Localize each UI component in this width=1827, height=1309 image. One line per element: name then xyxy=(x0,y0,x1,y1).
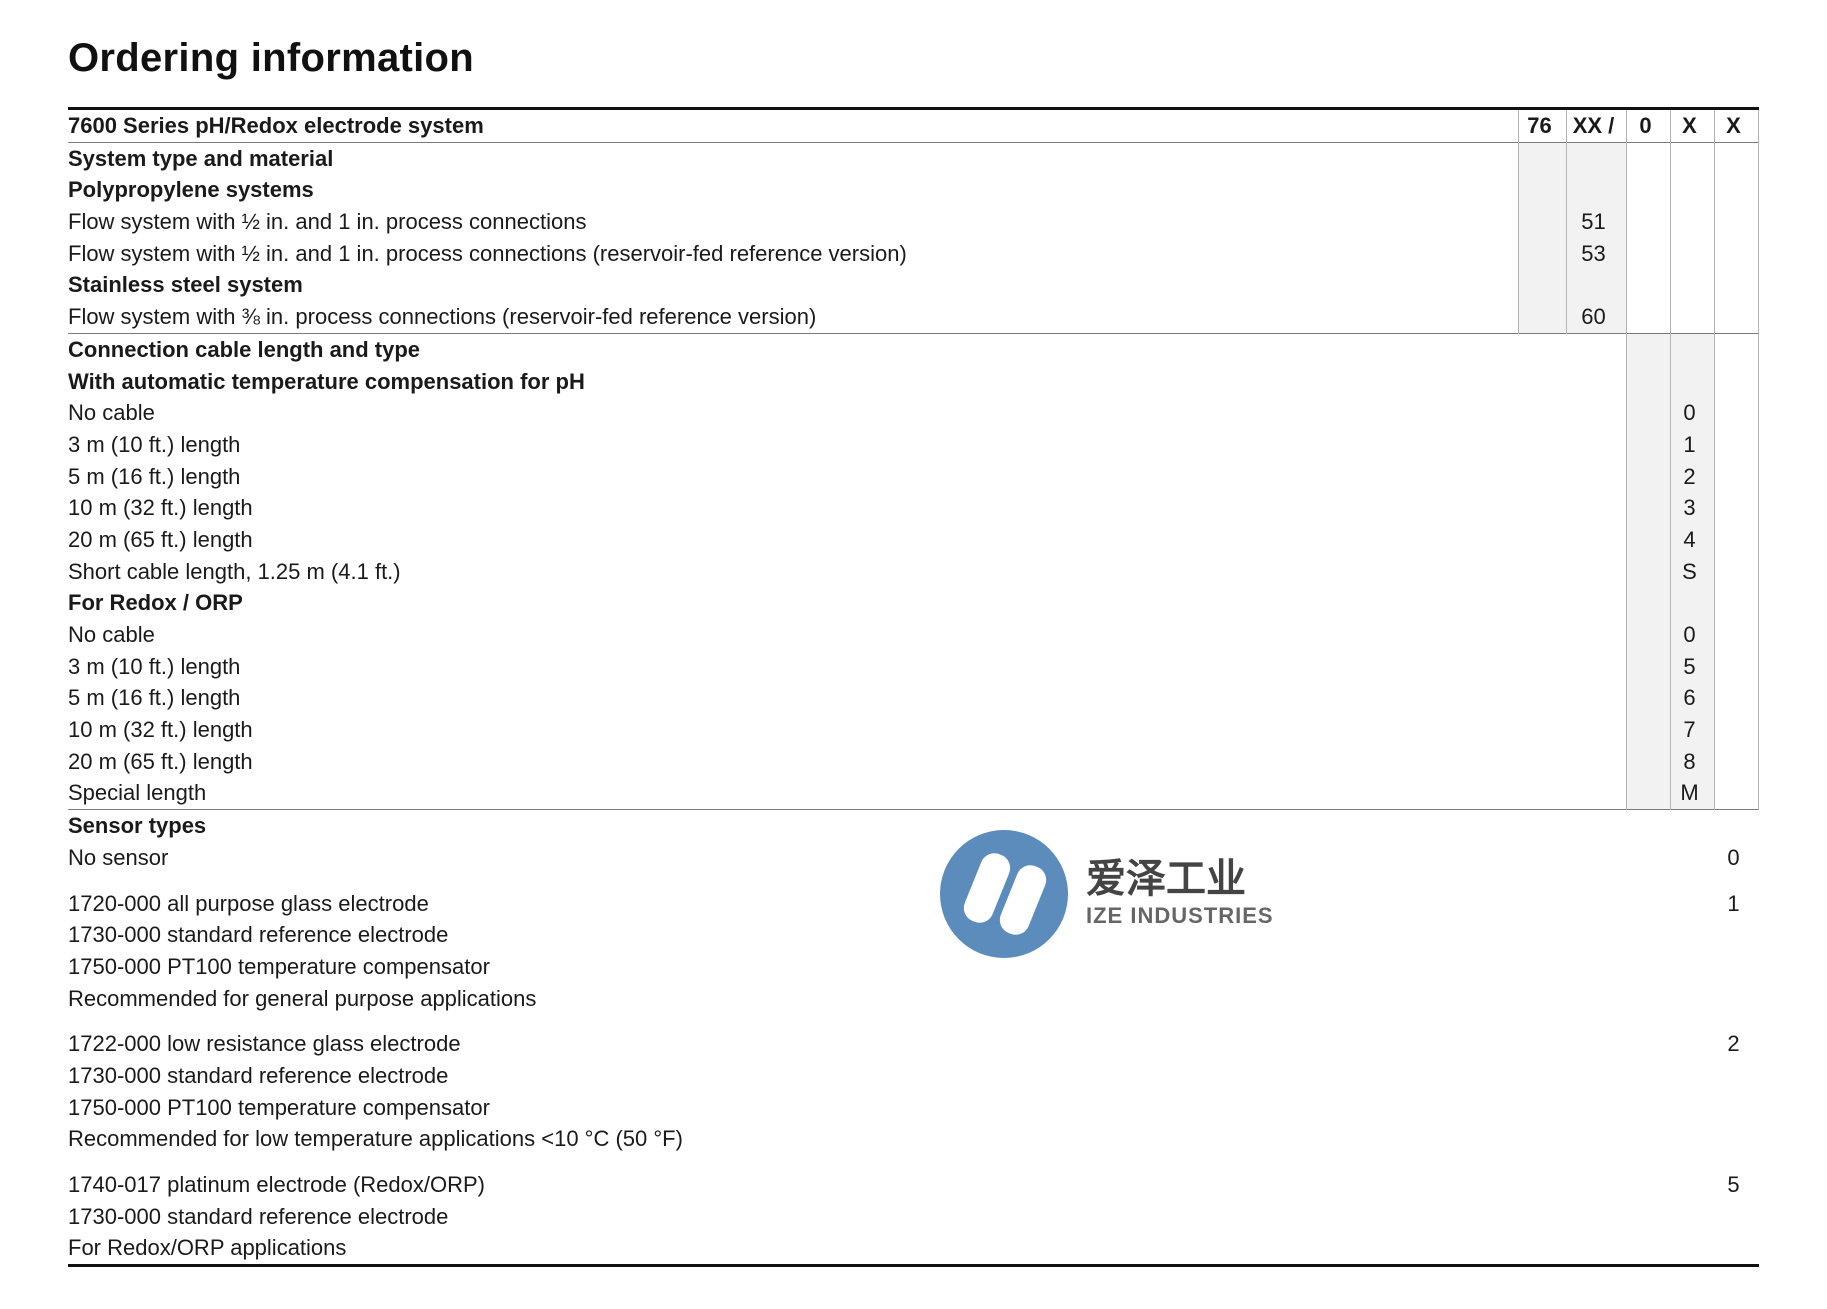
option-row: 10 m (32 ft.) length 7 xyxy=(68,714,1759,746)
sensor-line: Recommended for low temperature applicat… xyxy=(68,1123,1519,1155)
section-heading-row: Sensor types xyxy=(68,810,1759,842)
option-code: 5 xyxy=(1671,651,1715,683)
option-row: No cable 0 xyxy=(68,619,1759,651)
sensor-line: 1730-000 standard reference electrode xyxy=(68,919,1519,951)
sensor-group-row: 1730-000 standard reference electrode xyxy=(68,919,1759,951)
option-label: 20 m (65 ft.) length xyxy=(68,524,1519,556)
option-code: 0 xyxy=(1715,842,1759,874)
option-row: 20 m (65 ft.) length 8 xyxy=(68,746,1759,778)
option-label: 20 m (65 ft.) length xyxy=(68,746,1519,778)
option-label: 5 m (16 ft.) length xyxy=(68,682,1519,714)
sensor-group-row: 1740-017 platinum electrode (Redox/ORP) … xyxy=(68,1169,1759,1201)
option-row: Special length M xyxy=(68,777,1759,809)
sensor-line: 1730-000 standard reference electrode xyxy=(68,1201,1519,1233)
header-code-2: XX / xyxy=(1567,109,1627,143)
option-code: 0 xyxy=(1671,619,1715,651)
sensor-group-row: Recommended for general purpose applicat… xyxy=(68,983,1759,1015)
option-label: Flow system with ⅜ in. process connectio… xyxy=(68,301,1519,333)
option-label: 10 m (32 ft.) length xyxy=(68,714,1519,746)
option-code: 3 xyxy=(1671,492,1715,524)
header-code-3: 0 xyxy=(1627,109,1671,143)
option-row: 5 m (16 ft.) length 6 xyxy=(68,682,1759,714)
option-label: 5 m (16 ft.) length xyxy=(68,461,1519,493)
section1-sub1-heading: Polypropylene systems xyxy=(68,174,1519,206)
option-code: 51 xyxy=(1567,206,1627,238)
option-row: 20 m (65 ft.) length 4 xyxy=(68,524,1759,556)
option-row: Short cable length, 1.25 m (4.1 ft.) S xyxy=(68,556,1759,588)
option-row: Flow system with ½ in. and 1 in. process… xyxy=(68,206,1759,238)
ordering-table: 7600 Series pH/Redox electrode system 76… xyxy=(68,107,1759,1267)
header-code-1: 76 xyxy=(1519,109,1567,143)
sensor-group-row: 1730-000 standard reference electrode xyxy=(68,1060,1759,1092)
option-label: 3 m (10 ft.) length xyxy=(68,429,1519,461)
option-label: Flow system with ½ in. and 1 in. process… xyxy=(68,238,1519,270)
section-subheading-row: For Redox / ORP xyxy=(68,587,1759,619)
section-heading-row: System type and material xyxy=(68,142,1759,174)
option-label: Short cable length, 1.25 m (4.1 ft.) xyxy=(68,556,1519,588)
section-subheading-row: Polypropylene systems xyxy=(68,174,1759,206)
option-code: 5 xyxy=(1715,1169,1759,1201)
sensor-group-row: 1720-000 all purpose glass electrode 1 xyxy=(68,888,1759,920)
header-code-5: X xyxy=(1715,109,1759,143)
sensor-group-row: 1722-000 low resistance glass electrode … xyxy=(68,1028,1759,1060)
option-code: 1 xyxy=(1671,429,1715,461)
option-row: Flow system with ⅜ in. process connectio… xyxy=(68,301,1759,333)
sensor-group-row: 1750-000 PT100 temperature compensator xyxy=(68,951,1759,983)
section-subheading-row: With automatic temperature compensation … xyxy=(68,366,1759,398)
option-code: 2 xyxy=(1671,461,1715,493)
option-row: No sensor 0 xyxy=(68,842,1759,874)
option-row: Flow system with ½ in. and 1 in. process… xyxy=(68,238,1759,270)
sensor-line: 1722-000 low resistance glass electrode xyxy=(68,1028,1519,1060)
option-label: No sensor xyxy=(68,842,1519,874)
section2-subB-heading: For Redox / ORP xyxy=(68,587,1519,619)
option-code: 8 xyxy=(1671,746,1715,778)
option-code: 7 xyxy=(1671,714,1715,746)
section3-heading: Sensor types xyxy=(68,810,1519,842)
section2-heading: Connection cable length and type xyxy=(68,333,1519,365)
sensor-line: 1750-000 PT100 temperature compensator xyxy=(68,1092,1519,1124)
section1-heading: System type and material xyxy=(68,142,1519,174)
option-row: 3 m (10 ft.) length 1 xyxy=(68,429,1759,461)
header-label: 7600 Series pH/Redox electrode system xyxy=(68,109,1519,143)
option-code: 2 xyxy=(1715,1028,1759,1060)
table-header-row: 7600 Series pH/Redox electrode system 76… xyxy=(68,109,1759,143)
option-label: 10 m (32 ft.) length xyxy=(68,492,1519,524)
page-title: Ordering information xyxy=(68,36,1759,81)
sensor-group-row: Recommended for low temperature applicat… xyxy=(68,1123,1759,1155)
option-code: S xyxy=(1671,556,1715,588)
sensor-line: For Redox/ORP applications xyxy=(68,1232,1519,1265)
sensor-group-row: 1730-000 standard reference electrode xyxy=(68,1201,1759,1233)
option-label: Special length xyxy=(68,777,1519,809)
section-heading-row: Connection cable length and type xyxy=(68,333,1759,365)
option-code: 6 xyxy=(1671,682,1715,714)
sensor-line: 1720-000 all purpose glass electrode xyxy=(68,888,1519,920)
option-code: 53 xyxy=(1567,238,1627,270)
option-code: 60 xyxy=(1567,301,1627,333)
option-row: 5 m (16 ft.) length 2 xyxy=(68,461,1759,493)
sensor-line: 1750-000 PT100 temperature compensator xyxy=(68,951,1519,983)
option-code: 1 xyxy=(1715,888,1759,920)
sensor-group-row: 1750-000 PT100 temperature compensator xyxy=(68,1092,1759,1124)
option-label: No cable xyxy=(68,397,1519,429)
option-code: 0 xyxy=(1671,397,1715,429)
option-row: No cable 0 xyxy=(68,397,1759,429)
option-label: Flow system with ½ in. and 1 in. process… xyxy=(68,206,1519,238)
option-row: 3 m (10 ft.) length 5 xyxy=(68,651,1759,683)
sensor-line: Recommended for general purpose applicat… xyxy=(68,983,1519,1015)
sensor-line: 1740-017 platinum electrode (Redox/ORP) xyxy=(68,1169,1519,1201)
section-subheading-row: Stainless steel system xyxy=(68,269,1759,301)
option-label: 3 m (10 ft.) length xyxy=(68,651,1519,683)
option-code: M xyxy=(1671,777,1715,809)
header-code-4: X xyxy=(1671,109,1715,143)
sensor-group-row: For Redox/ORP applications xyxy=(68,1232,1759,1265)
option-row: 10 m (32 ft.) length 3 xyxy=(68,492,1759,524)
sensor-line: 1730-000 standard reference electrode xyxy=(68,1060,1519,1092)
option-label: No cable xyxy=(68,619,1519,651)
section1-sub2-heading: Stainless steel system xyxy=(68,269,1519,301)
section2-subA-heading: With automatic temperature compensation … xyxy=(68,366,1519,398)
option-code: 4 xyxy=(1671,524,1715,556)
